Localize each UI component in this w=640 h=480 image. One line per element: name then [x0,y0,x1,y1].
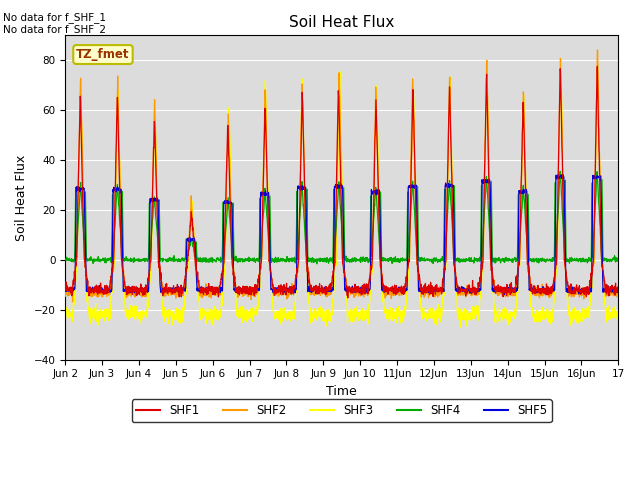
SHF3 [614,312,622,318]
SHF5 [370,191,378,196]
SHF3 [582,306,589,312]
SHF1 [344,295,351,301]
SHF3 [370,214,378,219]
SHF1 [614,284,622,289]
SHF1 [358,289,365,295]
SHF5 [500,291,508,297]
SHF3 [358,313,365,319]
SHF5 [558,172,566,178]
Line: SHF4: SHF4 [65,171,618,264]
Line: SHF2: SHF2 [65,50,618,302]
Y-axis label: Soil Heat Flux: Soil Heat Flux [15,155,28,240]
SHF4 [556,168,564,174]
SHF5 [614,288,622,294]
SHF2 [358,290,365,296]
Text: No data for f_SHF_2: No data for f_SHF_2 [3,24,106,35]
SHF2 [581,289,589,295]
SHF5 [582,286,589,292]
Line: SHF5: SHF5 [65,175,618,294]
Text: TZ_fmet: TZ_fmet [76,48,130,61]
SHF1 [593,63,601,69]
SHF1 [216,283,223,289]
Title: Soil Heat Flux: Soil Heat Flux [289,15,394,30]
SHF4 [313,261,321,267]
SHF3 [216,310,223,315]
SHF2 [216,288,223,294]
SHF1 [61,288,69,293]
SHF3 [557,57,565,63]
Text: No data for f_SHF_1: No data for f_SHF_1 [3,12,106,23]
SHF2 [503,292,511,298]
X-axis label: Time: Time [326,385,357,398]
SHF4 [216,257,223,263]
SHF5 [216,287,223,292]
SHF3 [457,324,465,330]
SHF4 [61,257,69,263]
SHF1 [503,292,511,298]
SHF3 [566,312,574,317]
SHF1 [370,189,378,194]
SHF5 [61,287,69,293]
SHF2 [566,292,573,298]
SHF1 [581,288,589,293]
Line: SHF3: SHF3 [65,60,618,327]
SHF4 [566,255,574,261]
SHF4 [370,213,378,219]
Line: SHF1: SHF1 [65,66,618,298]
SHF2 [370,171,378,177]
SHF5 [358,287,365,293]
SHF4 [503,257,511,263]
SHF1 [566,285,573,291]
Legend: SHF1, SHF2, SHF3, SHF4, SHF5: SHF1, SHF2, SHF3, SHF4, SHF5 [132,399,552,422]
SHF2 [61,290,69,296]
SHF4 [614,257,622,263]
SHF2 [68,299,76,305]
SHF3 [61,311,69,317]
SHF4 [582,258,589,264]
SHF5 [503,289,511,295]
SHF4 [358,257,365,263]
SHF2 [614,290,622,296]
SHF3 [503,313,511,319]
SHF2 [593,47,601,53]
SHF5 [566,287,574,293]
